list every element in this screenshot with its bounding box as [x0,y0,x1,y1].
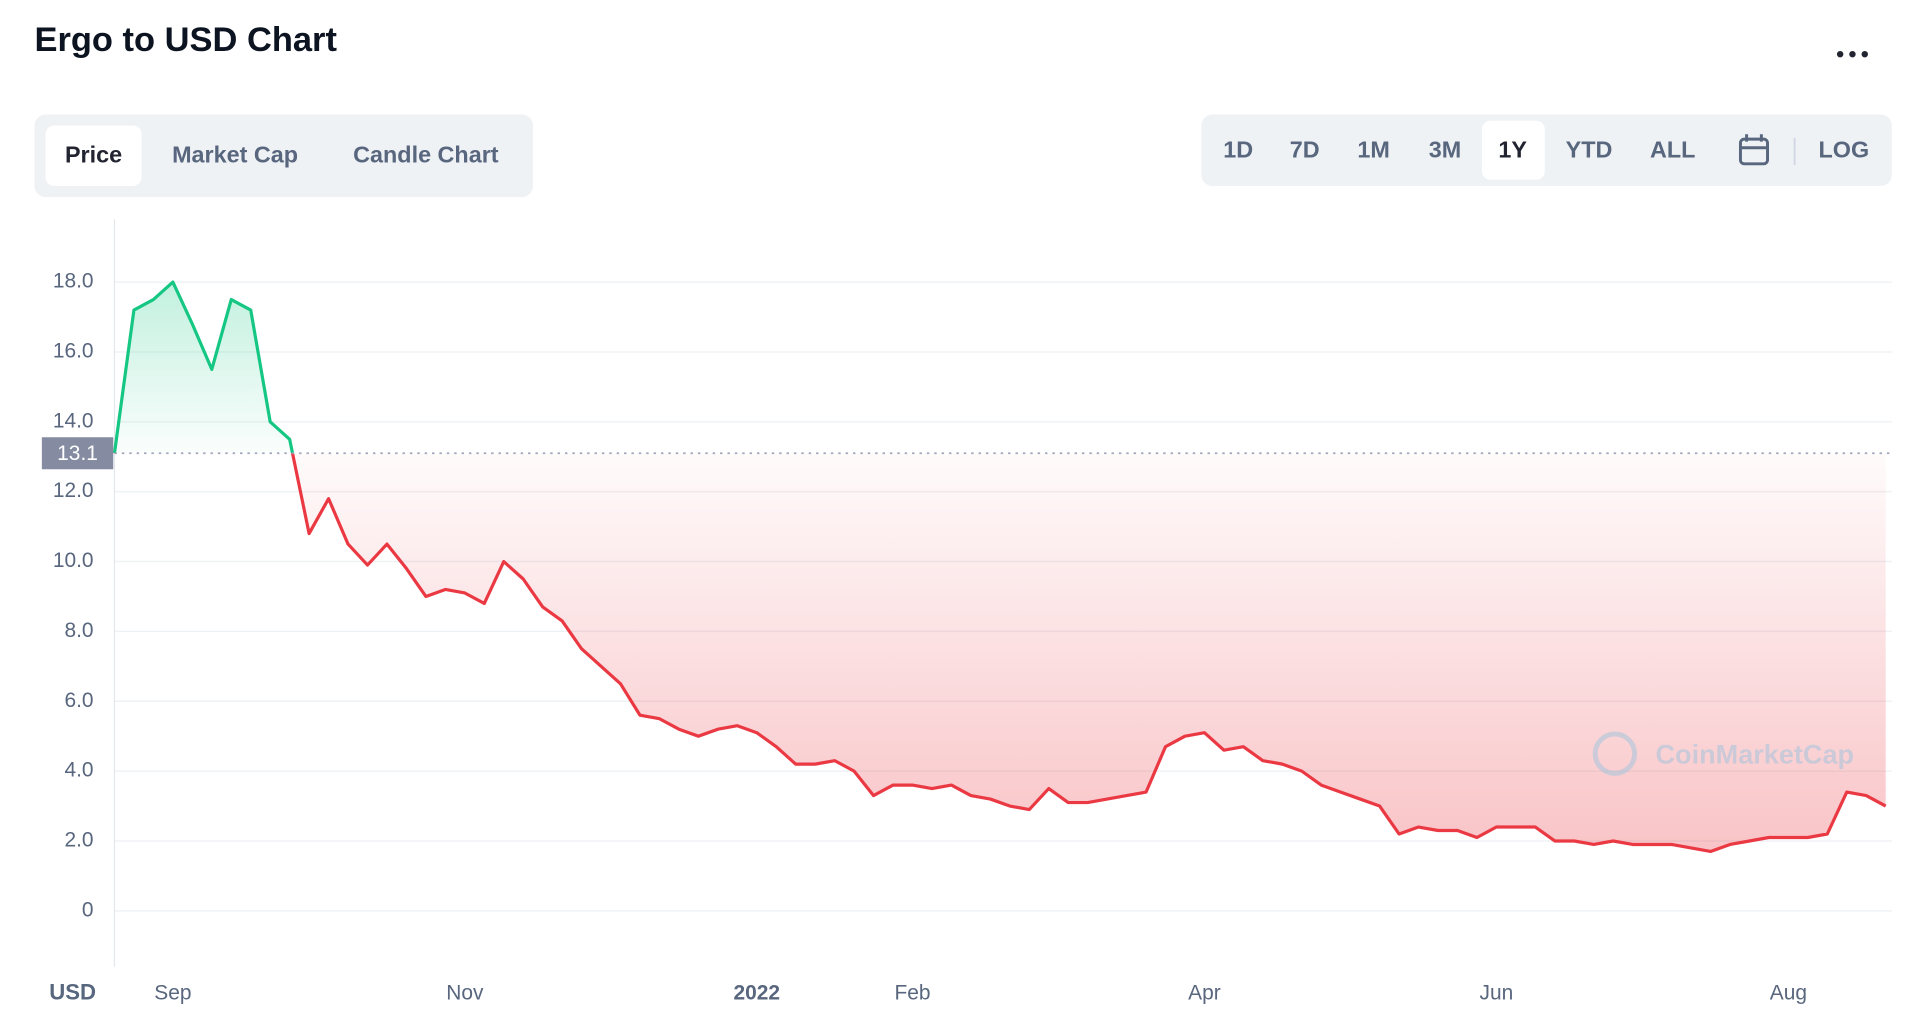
x-tick-label: Apr [1188,981,1221,1004]
range-active-bg [1481,120,1545,180]
tab[interactable]: Price [65,142,122,168]
y-axis-label: USD [49,980,96,1005]
range-button[interactable]: YTD [1566,137,1613,163]
range-button[interactable]: 7D [1290,137,1320,163]
tab[interactable]: Market Cap [172,142,298,168]
x-tick-label: Nov [446,981,484,1004]
y-tick-label: 14.0 [53,409,94,432]
y-tick-label: 6.0 [64,689,93,712]
x-tick-label: 2022 [734,981,781,1004]
y-tick-label: 12.0 [53,479,94,502]
y-tick-label: 2.0 [64,829,93,852]
range-button[interactable]: 1D [1223,137,1253,163]
y-tick-label: 18.0 [53,270,94,293]
range-button[interactable]: 1Y [1498,137,1527,163]
reference-badge [41,437,114,470]
range-button[interactable]: 3M [1429,137,1461,163]
x-tick-label: Feb [894,981,930,1004]
tab[interactable]: Candle Chart [353,142,499,168]
range-group [1201,114,1892,186]
reference-label: 13.1 [57,442,98,465]
range-button[interactable]: 1M [1357,137,1389,163]
y-tick-label: 0 [82,898,94,921]
x-tick-label: Jun [1480,981,1514,1004]
range-button[interactable]: ALL [1650,137,1695,163]
chart-title: Ergo to USD Chart [34,21,337,59]
watermark-text: CoinMarketCap [1656,738,1855,769]
x-tick-label: Sep [154,981,191,1004]
y-tick-label: 4.0 [64,759,93,782]
price-line [112,280,1887,854]
x-tick-label: Aug [1770,981,1807,1004]
more-menu[interactable] [1836,50,1868,58]
watermark: CoinMarketCap [1592,731,1855,776]
calendar-icon[interactable] [1738,134,1770,166]
y-tick-label: 16.0 [53,339,94,362]
price-area [114,282,1886,852]
tab-active-bg [45,125,142,186]
y-tick-label: 10.0 [53,549,94,572]
y-tick-label: 8.0 [64,619,93,642]
log-toggle[interactable]: LOG [1819,137,1870,163]
tab-group [34,114,533,198]
